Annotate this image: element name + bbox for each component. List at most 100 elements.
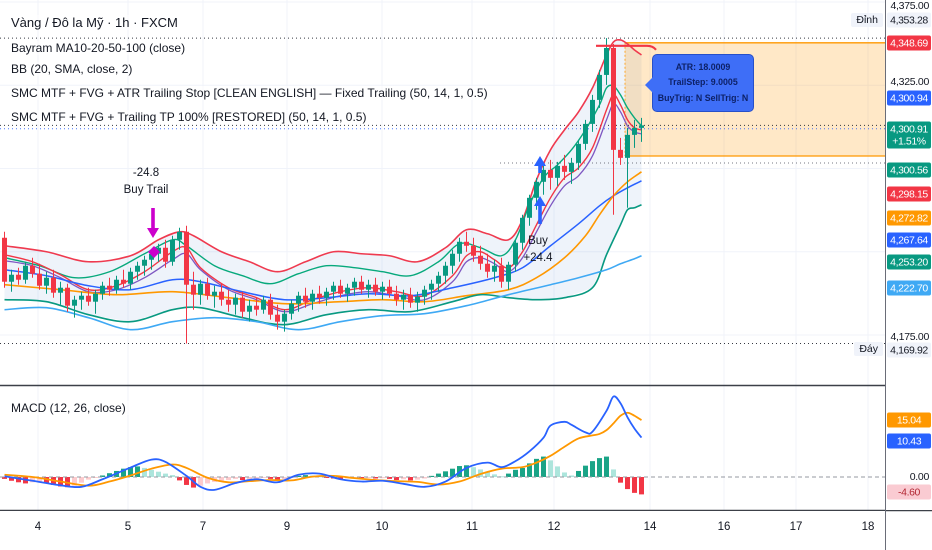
- candle: [191, 284, 196, 295]
- candle: [310, 293, 315, 302]
- trailing-stop-line[interactable]: [596, 44, 657, 51]
- candle: [415, 296, 420, 303]
- candle: [632, 127, 637, 135]
- candle: [275, 314, 280, 322]
- candle: [121, 279, 126, 284]
- candle: [65, 287, 70, 306]
- candle: [569, 162, 574, 172]
- buy-trail-label: Buy Trail: [123, 184, 169, 197]
- candle: [394, 293, 399, 300]
- time-label: 7: [199, 521, 207, 533]
- indicator-legend-bb[interactable]: BB (20, SMA, close, 2): [8, 62, 136, 76]
- candle: [450, 253, 455, 266]
- time-label: 17: [789, 521, 803, 533]
- price-badge: 4,300.91 +1.51%: [887, 121, 931, 149]
- price-badge: 4,353.28: [887, 12, 931, 28]
- candles: [2, 38, 644, 344]
- indicator-legend-smc-atr[interactable]: SMC MTF + FVG + ATR Trailing Stop [CLEAN…: [8, 86, 491, 100]
- line-ma-orange: [4, 171, 642, 305]
- atr-tooltip: ATR: 18.0009 TrailStep: 9.0005 BuyTrig: …: [645, 54, 754, 113]
- line-inner-green: [4, 84, 643, 285]
- line-ma-purple: [4, 103, 642, 313]
- buy-annotation: Buy +24.4: [503, 233, 573, 268]
- candle: [58, 287, 63, 293]
- arrow-up-icon[interactable]: [534, 156, 546, 166]
- candle: [604, 47, 609, 75]
- macd-axis[interactable]: 0.00 15.04 10.43 -4.60: [886, 0, 932, 510]
- candle: [240, 297, 245, 312]
- line-light-blue: [4, 255, 642, 331]
- candle: [534, 181, 539, 198]
- macd-tick: 0.00: [909, 471, 930, 483]
- candle: [128, 271, 133, 284]
- candle: [464, 241, 469, 246]
- candle: [562, 165, 567, 172]
- arrow-up-icon[interactable]: [534, 196, 546, 206]
- candle: [268, 299, 273, 315]
- candle: [443, 265, 448, 276]
- candle: [177, 231, 182, 240]
- candle: [485, 263, 490, 272]
- candle: [401, 294, 406, 300]
- candle: [303, 295, 308, 302]
- buy-trail-value: -24.8: [132, 167, 160, 179]
- candle: [625, 134, 630, 158]
- diamond-marker-icon[interactable]: [148, 246, 160, 258]
- candle: [226, 299, 231, 305]
- time-label: 16: [717, 521, 731, 533]
- candle: [520, 217, 525, 243]
- candle: [359, 281, 364, 290]
- tooltip-trigger-line: BuyTrig: N SellTrig: N: [657, 92, 749, 103]
- candle: [282, 313, 287, 322]
- time-label: 18: [861, 521, 875, 533]
- candle: [23, 265, 28, 280]
- macd-badge: 10.43: [887, 433, 931, 449]
- candle: [37, 273, 42, 286]
- candle: [72, 299, 77, 306]
- line-teal-band: [4, 204, 642, 326]
- line-ma-red: [4, 94, 642, 311]
- candle: [331, 285, 336, 292]
- candle: [324, 291, 329, 298]
- candle: [555, 165, 560, 178]
- candle: [513, 242, 518, 265]
- candle: [100, 285, 105, 294]
- tooltip-trailstep-line: TrailStep: 9.0005: [668, 77, 738, 88]
- candle: [408, 294, 413, 303]
- trade-markers: [147, 156, 546, 258]
- price-tick: 4,325.00: [890, 76, 930, 88]
- candle: [387, 286, 392, 294]
- candle: [247, 305, 252, 312]
- symbol-title[interactable]: Vàng / Đô la Mỹ · 1h · FXCM: [8, 15, 181, 30]
- candle: [380, 286, 385, 292]
- candle: [492, 265, 497, 272]
- candle: [366, 284, 371, 290]
- low-tag: Đáy: [854, 342, 883, 356]
- indicator-legend-smc-tp[interactable]: SMC MTF + FVG + Trailing TP 100% [RESTOR…: [8, 110, 370, 124]
- candle: [212, 291, 217, 296]
- candle: [2, 237, 7, 282]
- candle: [499, 265, 504, 282]
- time-axis[interactable]: 4 5 7 9 10 11 12 14 16 17 18: [0, 511, 885, 550]
- bb-band-fill: [4, 39, 642, 325]
- candle: [583, 123, 588, 144]
- candle: [233, 297, 238, 305]
- price-badge: 4,253.20: [887, 254, 931, 270]
- indicator-legend-ma[interactable]: Bayram MA10-20-50-100 (close): [8, 41, 189, 55]
- price-tick: 4,375.00: [890, 0, 930, 12]
- candle: [289, 303, 294, 314]
- candle: [135, 265, 140, 272]
- candle: [16, 274, 21, 280]
- candle: [163, 247, 168, 262]
- price-badge: 4,298.15: [887, 186, 931, 202]
- price-badge: 4,267.64: [887, 232, 931, 248]
- candle: [170, 239, 175, 262]
- arrow-down-icon[interactable]: [147, 228, 159, 238]
- candle: [436, 275, 441, 284]
- price-badge: 4,348.69: [887, 35, 931, 51]
- macd-badge: -4.60: [887, 484, 931, 500]
- macd-indicator-label[interactable]: MACD (12, 26, close): [8, 401, 129, 415]
- candle: [373, 284, 378, 292]
- time-label: 4: [34, 521, 42, 533]
